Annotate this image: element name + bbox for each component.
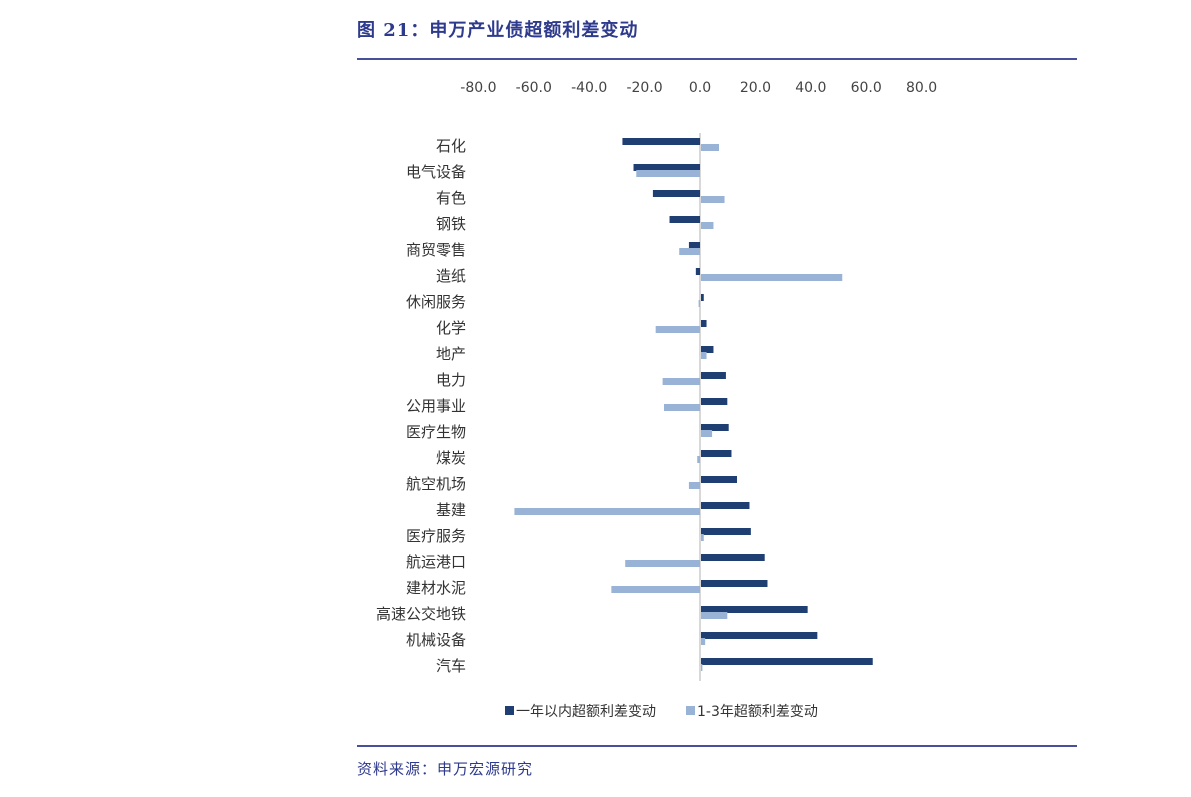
category-label: 造纸 [436,267,466,285]
bar-1-3y [701,612,728,619]
category-labels: 石化电气设备有色钢铁商贸零售造纸休闲服务化学地产电力公用事业医疗生物煤炭航空机场… [376,137,466,675]
legend-swatch-series-1 [505,706,514,715]
bar-1-3y [701,274,843,281]
bar-1-3y [701,664,703,671]
category-label: 医疗服务 [406,527,466,545]
bar-within-1y [701,502,750,509]
source-note: 资料来源：申万宏源研究 [357,760,534,778]
x-tick-label: 80.0 [906,80,937,96]
category-label: 基建 [436,501,466,519]
category-label: 建材水泥 [406,579,466,597]
x-tick-label: -60.0 [516,80,552,96]
bar-within-1y [701,320,707,327]
bar-within-1y [669,216,700,223]
bar-1-3y [697,456,700,463]
bar-within-1y [701,424,729,431]
bar-1-3y [625,560,700,567]
x-tick-label: 60.0 [851,80,882,96]
bar-within-1y [633,164,700,171]
bar-1-3y [701,638,706,645]
x-tick-label: -80.0 [460,80,496,96]
bar-1-3y [701,430,713,437]
bar-1-3y [698,300,700,307]
bar-1-3y [701,222,714,229]
x-axis-ticks: -80.0 -60.0 -40.0 -20.0 0.0 20.0 40.0 60.0 80.0 [460,80,937,96]
bar-1-3y [679,248,700,255]
category-label: 有色 [436,189,466,207]
legend-swatch-series-2 [686,706,695,715]
bar-1-3y [701,534,704,541]
bar-1-3y [655,326,700,333]
bar-1-3y [701,352,707,359]
x-tick-label: 20.0 [740,80,771,96]
category-label: 医疗生物 [406,423,466,441]
figure-title: 图 21：申万产业债超额利差变动 [357,20,639,41]
bar-within-1y [652,190,700,197]
legend-label-series-1: 一年以内超额利差变动 [516,704,656,720]
bar-1-3y [701,196,725,203]
legend-label-series-2: 1-3年超额利差变动 [697,704,818,720]
category-label: 汽车 [436,657,466,675]
category-label: 航空机场 [406,475,466,493]
category-label: 高速公交地铁 [376,605,466,623]
category-label: 地产 [436,345,466,363]
bar-within-1y [701,528,751,535]
bar-within-1y [701,632,818,639]
bars-group [514,138,873,671]
category-label: 休闲服务 [406,293,466,311]
bar-within-1y [701,658,873,665]
x-tick-label: -20.0 [626,80,662,96]
bar-1-3y [663,404,700,411]
bar-within-1y [701,346,714,353]
bar-within-1y [701,580,768,587]
bottom-rule [357,745,1077,747]
top-rule [357,58,1077,60]
bar-1-3y [701,144,720,151]
category-label: 商贸零售 [406,241,466,259]
legend: 一年以内超额利差变动 1-3年超额利差变动 [505,704,818,720]
category-label: 机械设备 [406,631,466,649]
bar-within-1y [701,294,704,301]
category-label: 电力 [436,371,466,389]
category-label: 煤炭 [436,449,466,467]
bar-within-1y [701,372,726,379]
category-label: 化学 [436,319,466,337]
bar-within-1y [701,606,808,613]
x-tick-label: 0.0 [689,80,711,96]
bar-within-1y [695,268,700,275]
bar-within-1y [701,398,728,405]
category-label: 钢铁 [436,215,466,233]
bar-within-1y [701,450,732,457]
bar-1-3y [611,586,700,593]
bar-within-1y [701,554,765,561]
category-label: 航运港口 [406,553,466,571]
bar-within-1y [701,476,738,483]
x-tick-label: 40.0 [795,80,826,96]
bar-1-3y [514,508,700,515]
bar-1-3y [688,482,700,489]
category-label: 石化 [436,137,466,155]
bar-1-3y [636,170,700,177]
bar-1-3y [662,378,700,385]
category-label: 电气设备 [406,163,466,181]
bar-within-1y [622,138,700,145]
x-tick-label: -40.0 [571,80,607,96]
bar-within-1y [688,242,700,249]
category-label: 公用事业 [406,397,466,415]
